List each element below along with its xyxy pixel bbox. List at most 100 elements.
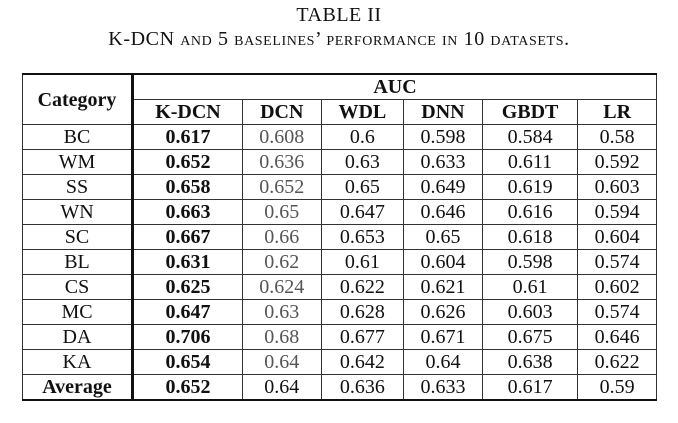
auc-cell: 0.598 xyxy=(481,249,579,275)
row-category-label: CS xyxy=(22,274,134,300)
auc-cell: 0.652 xyxy=(132,149,243,175)
auc-cell: 0.633 xyxy=(403,374,483,401)
auc-cell: 0.64 xyxy=(241,374,322,401)
auc-cell: 0.66 xyxy=(241,224,322,250)
table-row: SS 0.658 0.652 0.65 0.649 0.619 0.603 xyxy=(22,174,657,200)
auc-cell: 0.61 xyxy=(320,249,405,275)
auc-cell: 0.653 xyxy=(320,224,405,250)
auc-cell: 0.617 xyxy=(132,124,243,150)
auc-cell: 0.574 xyxy=(577,249,657,275)
column-header: DNN xyxy=(403,99,483,125)
table-row: WM 0.652 0.636 0.63 0.633 0.611 0.592 xyxy=(22,149,657,175)
auc-cell: 0.646 xyxy=(577,324,657,350)
auc-cell: 0.706 xyxy=(132,324,243,350)
auc-cell: 0.647 xyxy=(320,199,405,225)
table-header-row: Category AUC xyxy=(22,73,657,125)
row-category-label: SC xyxy=(22,224,134,250)
auc-cell: 0.594 xyxy=(577,199,657,225)
auc-cell: 0.631 xyxy=(132,249,243,275)
column-header: DCN xyxy=(241,99,322,125)
table-row: DA 0.706 0.68 0.677 0.671 0.675 0.646 xyxy=(22,324,657,350)
auc-cell: 0.65 xyxy=(241,199,322,225)
auc-cell: 0.592 xyxy=(577,149,657,175)
auc-cell: 0.624 xyxy=(241,274,322,300)
auc-cell: 0.652 xyxy=(132,374,243,401)
auc-cell: 0.636 xyxy=(241,149,322,175)
auc-cell: 0.604 xyxy=(577,224,657,250)
auc-cell: 0.646 xyxy=(403,199,483,225)
auc-cell: 0.626 xyxy=(403,299,483,325)
category-header: Category xyxy=(22,73,134,125)
auc-cell: 0.63 xyxy=(241,299,322,325)
table-row: BL 0.631 0.62 0.61 0.604 0.598 0.574 xyxy=(22,249,657,275)
auc-cell: 0.667 xyxy=(132,224,243,250)
auc-cell: 0.636 xyxy=(320,374,405,401)
auc-cell: 0.633 xyxy=(403,149,483,175)
auc-cell: 0.616 xyxy=(481,199,579,225)
auc-cell: 0.622 xyxy=(577,349,657,375)
auc-cell: 0.654 xyxy=(132,349,243,375)
auc-cell: 0.621 xyxy=(403,274,483,300)
table-caption: K-DCN and 5 baselines’ performance in 10… xyxy=(108,28,570,50)
auc-cell: 0.584 xyxy=(481,124,579,150)
table-row: KA 0.654 0.64 0.642 0.64 0.638 0.622 xyxy=(22,349,657,375)
auc-cell: 0.622 xyxy=(320,274,405,300)
auc-cell: 0.625 xyxy=(132,274,243,300)
table-row: Average 0.652 0.64 0.636 0.633 0.617 0.59 xyxy=(22,374,657,401)
auc-cell: 0.647 xyxy=(132,299,243,325)
auc-cell: 0.574 xyxy=(577,299,657,325)
auc-cell: 0.642 xyxy=(320,349,405,375)
auc-cell: 0.63 xyxy=(320,149,405,175)
table-row: WN 0.663 0.65 0.647 0.646 0.616 0.594 xyxy=(22,199,657,225)
auc-cell: 0.59 xyxy=(577,374,657,401)
auc-table: Category AUC K-DCN DCN WDL DNN GBDT LR B… xyxy=(22,73,657,401)
table-number: TABLE II xyxy=(296,4,382,26)
auc-cell: 0.675 xyxy=(481,324,579,350)
auc-cell: 0.602 xyxy=(577,274,657,300)
auc-cell: 0.58 xyxy=(577,124,657,150)
auc-cell: 0.611 xyxy=(481,149,579,175)
auc-cell: 0.658 xyxy=(132,174,243,200)
auc-cell: 0.617 xyxy=(481,374,579,401)
table-body: BC 0.617 0.608 0.6 0.598 0.584 0.58 WM 0.652 0.63… xyxy=(22,124,657,401)
row-category-label: BC xyxy=(22,124,134,150)
auc-cell: 0.603 xyxy=(577,174,657,200)
column-header: WDL xyxy=(320,99,405,125)
column-header-row: K-DCN DCN WDL DNN GBDT LR xyxy=(23,99,657,125)
auc-cell: 0.677 xyxy=(320,324,405,350)
row-category-label: MC xyxy=(22,299,134,325)
table-row: SC 0.667 0.66 0.653 0.65 0.618 0.604 xyxy=(22,224,657,250)
auc-cell: 0.608 xyxy=(241,124,322,150)
auc-cell: 0.6 xyxy=(320,124,405,150)
column-header: K-DCN xyxy=(132,99,243,125)
row-category-label: KA xyxy=(22,349,134,375)
auc-cell: 0.62 xyxy=(241,249,322,275)
auc-cell: 0.618 xyxy=(481,224,579,250)
column-header: LR xyxy=(577,99,657,125)
auc-cell: 0.663 xyxy=(132,199,243,225)
row-category-label: Average xyxy=(22,374,134,401)
auc-cell: 0.649 xyxy=(403,174,483,200)
row-category-label: SS xyxy=(22,174,134,200)
auc-cell: 0.61 xyxy=(481,274,579,300)
auc-cell: 0.65 xyxy=(320,174,405,200)
auc-cell: 0.652 xyxy=(241,174,322,200)
column-header: GBDT xyxy=(481,99,579,125)
auc-cell: 0.638 xyxy=(481,349,579,375)
row-category-label: WN xyxy=(22,199,134,225)
auc-cell: 0.671 xyxy=(403,324,483,350)
auc-cell: 0.64 xyxy=(403,349,483,375)
auc-group-header: AUC xyxy=(132,73,657,100)
auc-cell: 0.604 xyxy=(403,249,483,275)
auc-cell: 0.598 xyxy=(403,124,483,150)
auc-cell: 0.68 xyxy=(241,324,322,350)
row-category-label: BL xyxy=(22,249,134,275)
row-category-label: DA xyxy=(22,324,134,350)
row-category-label: WM xyxy=(22,149,134,175)
auc-cell: 0.603 xyxy=(481,299,579,325)
table-row: BC 0.617 0.608 0.6 0.598 0.584 0.58 xyxy=(22,124,657,150)
table-row: MC 0.647 0.63 0.628 0.626 0.603 0.574 xyxy=(22,299,657,325)
auc-cell: 0.628 xyxy=(320,299,405,325)
table-row: CS 0.625 0.624 0.622 0.621 0.61 0.602 xyxy=(22,274,657,300)
auc-cell: 0.64 xyxy=(241,349,322,375)
